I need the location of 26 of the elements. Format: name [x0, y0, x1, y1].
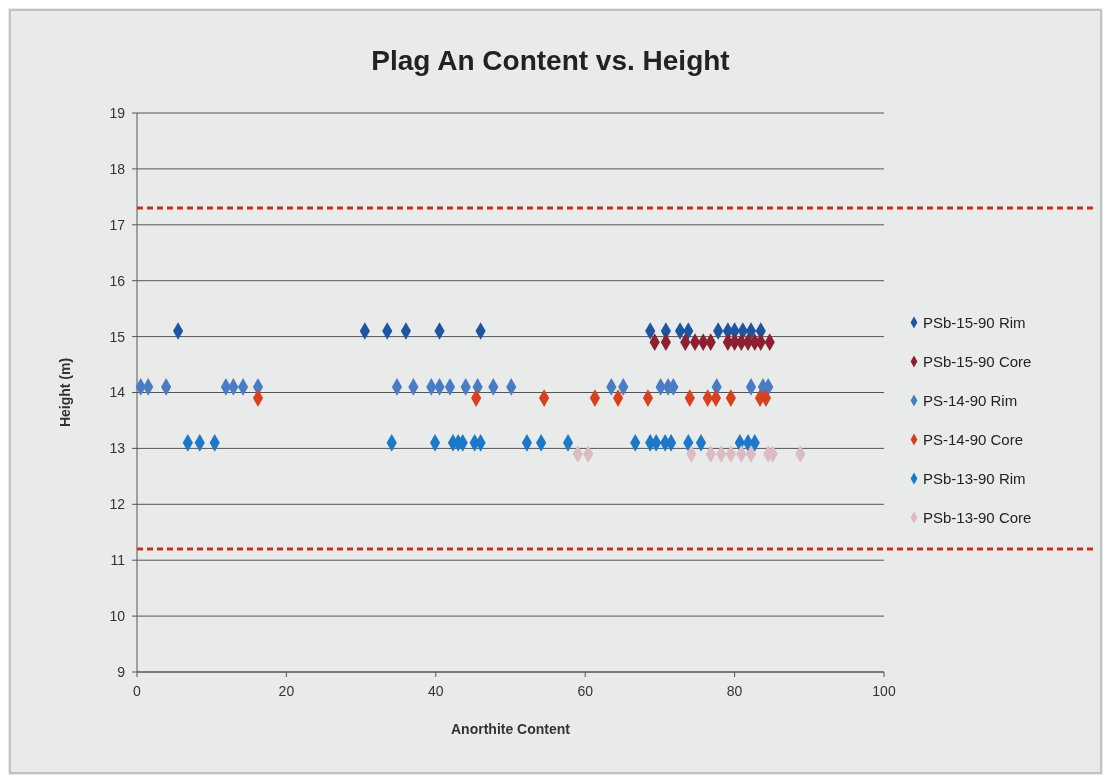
x-tick-label: 100 [872, 683, 896, 699]
legend-label: PSb-13-90 Rim [923, 469, 1026, 487]
x-tick-label: 40 [428, 683, 444, 699]
x-tick-label: 60 [577, 683, 594, 699]
y-tick-label: 17 [109, 216, 126, 233]
y-tick-label: 9 [117, 663, 126, 680]
legend-label: PSb-13-90 Core [923, 508, 1032, 526]
y-tick-label: 12 [109, 496, 126, 513]
chart-title: Plag An Content vs. Height [371, 45, 730, 76]
y-tick-label: 19 [109, 104, 126, 121]
y-tick-label: 15 [109, 328, 126, 345]
y-tick-label: 10 [109, 608, 126, 624]
y-tick-label: 11 [110, 552, 126, 569]
x-tick-label: 20 [278, 683, 295, 699]
y-tick-label: 16 [109, 272, 126, 289]
legend-label: PS-14-90 Rim [923, 391, 1018, 409]
y-tick-label: 18 [109, 160, 126, 177]
x-tick-label: 80 [726, 683, 743, 699]
legend-label: PSb-15-90 Rim [923, 313, 1026, 331]
y-axis-title: Height (m) [57, 357, 73, 428]
x-tick-label: 0 [133, 683, 142, 699]
y-tick-label: 14 [109, 384, 126, 401]
legend-label: PS-14-90 Core [923, 430, 1024, 448]
legend-label: PSb-15-90 Core [923, 352, 1032, 370]
x-axis-title: Anorthite Content [451, 721, 571, 737]
y-tick-label: 13 [109, 440, 126, 457]
